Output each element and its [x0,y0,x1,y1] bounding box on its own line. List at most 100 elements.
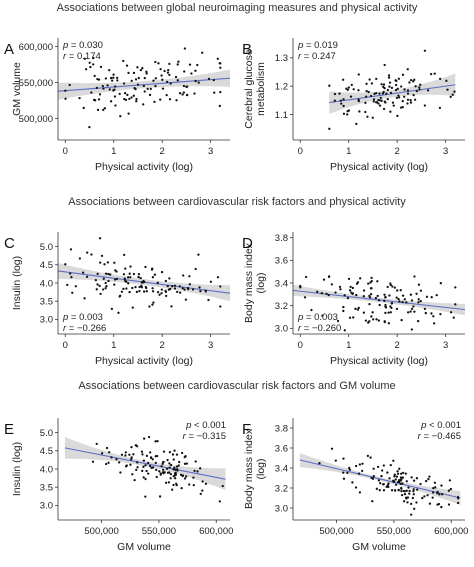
data-point [132,94,135,97]
data-point [404,472,407,475]
data-point [187,287,190,291]
data-point [410,299,414,302]
data-point [219,90,222,94]
data-point [448,479,452,482]
data-point [388,294,391,297]
data-point [386,484,389,487]
data-point [166,284,169,288]
data-point [161,462,164,465]
data-point [119,294,122,297]
p-value-label: p = 0.003 [62,312,103,323]
data-point [371,500,374,503]
data-point [129,276,132,279]
data-point [174,473,178,476]
data-point [401,476,405,479]
data-point [449,311,453,314]
data-point [159,68,162,71]
panel-B: B 0 1 2 3 1.1 1.2 1.3 Physical activity (log) Cer… [242,38,465,173]
data-point [419,289,423,292]
data-point [193,92,196,95]
data-point [370,82,374,85]
data-point [115,270,118,273]
data-point [396,114,399,118]
data-point [378,489,381,492]
p-value-label: p < 0.001 [420,420,461,431]
y-tick-label: 1.2 [275,81,288,92]
data-point [151,276,155,279]
data-point [168,450,172,454]
data-point [106,84,109,87]
data-point [95,288,98,291]
data-point [419,482,422,486]
data-point [183,456,186,459]
data-point [141,67,144,70]
data-point [400,486,403,490]
data-point [153,273,157,276]
data-point [197,253,200,256]
data-point [376,465,380,469]
data-point [362,295,365,298]
panel-letter: A [4,41,14,58]
data-point [379,96,382,100]
data-point [386,97,389,101]
data-point [104,77,107,80]
panel-letter: D [242,235,253,252]
data-point [107,272,110,276]
y-tick-label: 3.8 [275,423,288,434]
data-point [145,70,148,73]
data-point [128,453,131,456]
data-point [107,461,110,464]
data-point [390,86,394,90]
data-point [219,285,222,288]
data-point [377,98,380,102]
data-point [165,294,168,297]
data-point [399,479,402,482]
data-point [388,477,391,480]
data-point [367,90,370,94]
data-point [168,62,171,65]
x-tick-label: 3 [443,340,448,351]
data-point [147,435,151,439]
data-point [82,106,85,110]
data-point [194,267,197,271]
data-point [136,445,139,448]
data-point [342,112,346,115]
data-point [413,78,416,81]
data-point [90,91,93,94]
y-tick-label: 4.5 [40,446,53,457]
data-point [78,257,82,260]
data-point [347,109,351,112]
data-point [86,251,89,254]
data-point [416,488,419,491]
data-point [401,100,404,103]
data-point [160,288,164,291]
data-point [124,454,127,457]
data-point [431,496,434,499]
data-point [397,488,400,492]
data-point [402,500,406,503]
data-point [325,292,328,296]
data-point [178,285,181,288]
data-point [417,319,420,323]
panel-letter: C [4,235,15,252]
data-point [183,70,186,73]
data-point [133,86,136,90]
data-point [120,453,124,456]
data-point [352,316,355,319]
data-point [160,292,163,295]
data-point [328,127,331,130]
y-tick-label: 3.2 [275,301,288,312]
data-point [178,92,182,95]
data-point [411,496,414,500]
data-point [99,65,103,69]
r-value-label: r = 0.247 [298,51,336,62]
data-point [196,470,199,473]
data-point [382,483,385,486]
data-point [396,87,399,90]
data-point [395,79,398,83]
x-tick-label: 3 [443,146,448,157]
data-point [406,68,409,71]
data-point [104,287,107,290]
data-point [155,468,158,472]
